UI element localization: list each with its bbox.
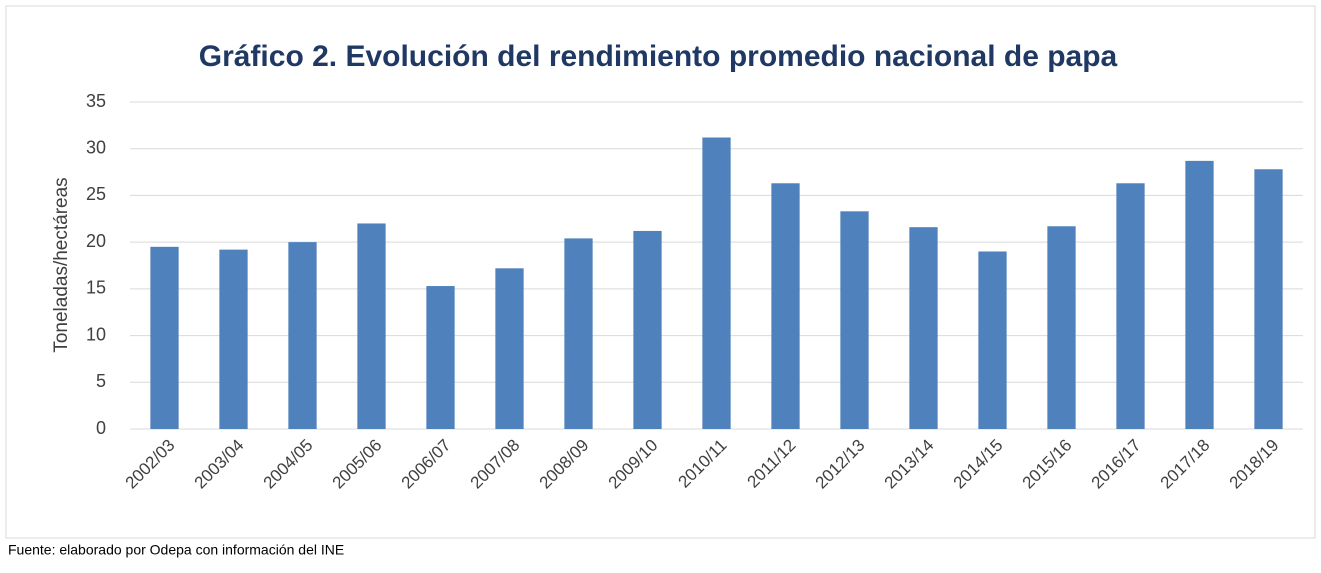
bar (426, 286, 455, 429)
bar (288, 242, 317, 429)
bar (495, 268, 524, 429)
bar (1254, 169, 1283, 430)
y-tick-label: 35 (86, 91, 106, 111)
bar (357, 223, 386, 429)
bar (909, 227, 938, 429)
y-tick-label: 30 (86, 137, 106, 157)
bar (564, 238, 593, 429)
y-tick-label: 5 (96, 371, 106, 391)
bar (840, 211, 869, 429)
bar (633, 230, 662, 429)
bar (1185, 160, 1214, 430)
bar (1047, 226, 1076, 429)
y-axis-label: Toneladas/hectáreas (51, 177, 72, 352)
bar (219, 249, 248, 429)
bar (702, 137, 731, 429)
source-note: Fuente: elaborado por Odepa con informac… (8, 542, 344, 558)
bar (150, 246, 179, 429)
chart-title: Gráfico 2. Evolución del rendimiento pro… (199, 40, 1118, 73)
y-tick-label: 20 (86, 231, 106, 251)
bar (1116, 183, 1145, 429)
bar (978, 251, 1007, 429)
bar (771, 183, 800, 429)
y-tick-label: 25 (86, 184, 106, 204)
y-tick-label: 10 (86, 324, 106, 344)
y-tick-label: 15 (86, 278, 106, 298)
y-tick-label: 0 (96, 418, 106, 438)
